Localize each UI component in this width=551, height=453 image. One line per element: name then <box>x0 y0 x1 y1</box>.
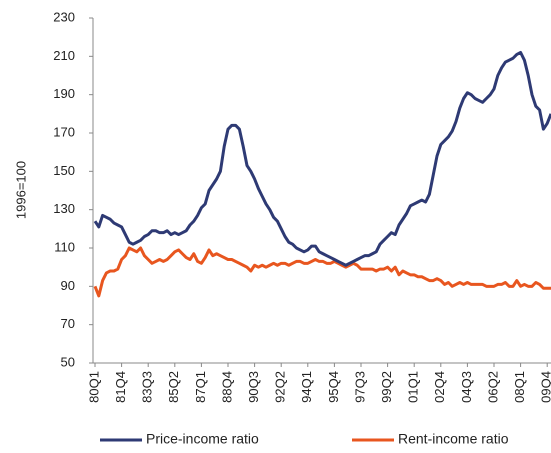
line-series <box>93 51 551 267</box>
x-tick-label: 85Q2 <box>166 371 181 403</box>
y-tick-label: 110 <box>54 239 75 254</box>
x-tick-label: 90Q3 <box>246 371 261 403</box>
x-tick-label: 92Q2 <box>273 371 288 403</box>
x-tick-label: 08Q1 <box>512 371 527 403</box>
x-tick-label: 04Q3 <box>459 371 474 403</box>
x-tick-label: 80Q1 <box>86 371 101 403</box>
y-tick-label: 190 <box>53 86 75 101</box>
x-tick-label: 01Q1 <box>406 371 421 403</box>
legend-label: Rent-income ratio <box>398 431 509 447</box>
y-tick-label: 150 <box>53 163 75 178</box>
y-tick-label: 230 <box>53 9 75 24</box>
x-tick-label: 81Q4 <box>113 371 128 403</box>
x-tick-label: 99Q2 <box>379 371 394 403</box>
x-tick-label: 83Q3 <box>140 371 155 403</box>
line-series <box>93 246 551 298</box>
x-tick-label: 94Q1 <box>299 371 314 403</box>
y-tick-label: 210 <box>53 48 75 63</box>
y-tick-label: 50 <box>61 354 75 369</box>
x-tick-label: 87Q1 <box>193 371 208 403</box>
x-tick-label: 88Q4 <box>219 371 234 403</box>
x-tick-label: 97Q3 <box>352 371 367 403</box>
y-tick-label: 130 <box>53 201 75 216</box>
x-tick-label: 95Q4 <box>326 371 341 403</box>
y-axis-title: 1996=100 <box>13 161 28 219</box>
y-tick-label: 90 <box>61 278 75 293</box>
y-tick-label: 70 <box>61 316 75 331</box>
y-tick-label: 170 <box>53 124 75 139</box>
x-tick-label: 09Q4 <box>539 371 551 403</box>
legend-label: Price-income ratio <box>146 431 259 447</box>
x-tick-label: 02Q4 <box>432 371 447 403</box>
x-tick-label: 06Q2 <box>485 371 500 403</box>
